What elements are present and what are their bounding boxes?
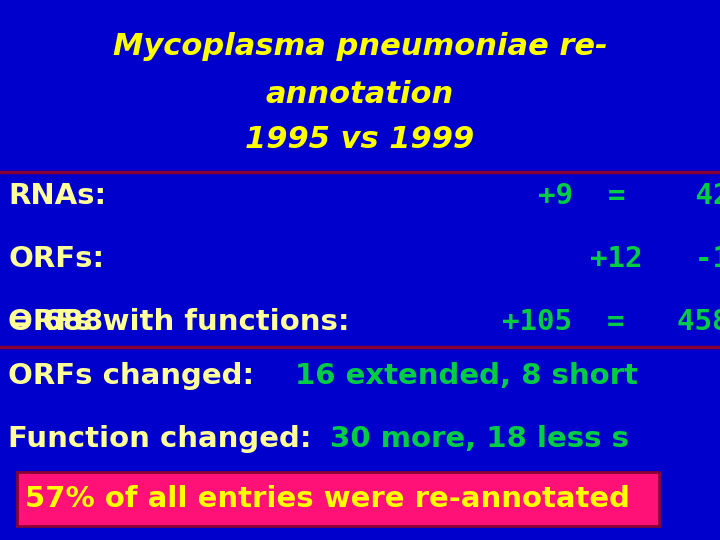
Text: = 688: = 688 <box>8 308 103 336</box>
Text: ORFs changed:: ORFs changed: <box>8 362 264 390</box>
Text: 30 more, 18 less s: 30 more, 18 less s <box>330 425 629 453</box>
Text: annotation: annotation <box>266 80 454 109</box>
Text: Function changed:: Function changed: <box>8 425 322 453</box>
Text: +105  =   458: +105 = 458 <box>503 308 720 336</box>
Text: ORFs with functions:: ORFs with functions: <box>8 308 349 336</box>
Text: +9  =    42: +9 = 42 <box>538 182 720 210</box>
Text: 57% of all entries were re-annotated: 57% of all entries were re-annotated <box>25 485 630 513</box>
Text: +12   -1: +12 -1 <box>590 245 720 273</box>
Text: RNAs:: RNAs: <box>8 182 106 210</box>
Text: 16 extended, 8 short: 16 extended, 8 short <box>295 362 638 390</box>
Text: ORFs:: ORFs: <box>8 245 104 273</box>
FancyBboxPatch shape <box>17 472 659 526</box>
Text: 1995 vs 1999: 1995 vs 1999 <box>246 125 474 154</box>
Text: Mycoplasma pneumoniae re-: Mycoplasma pneumoniae re- <box>113 32 607 61</box>
